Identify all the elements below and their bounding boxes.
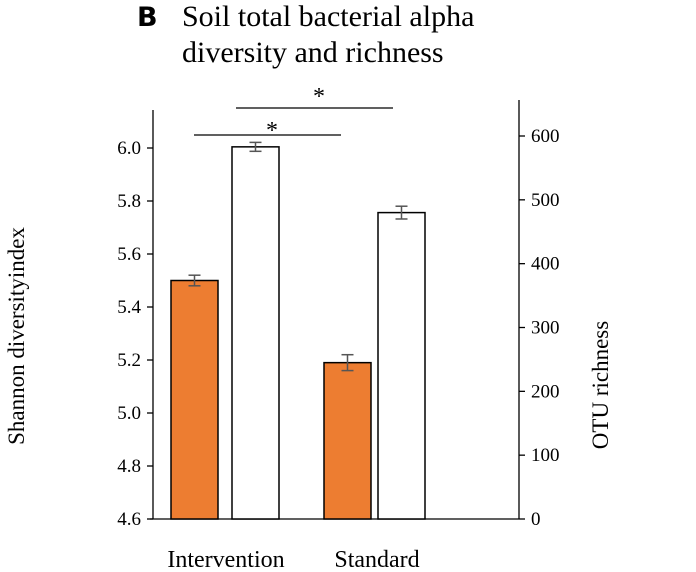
significance-star-shannon: * — [266, 118, 278, 144]
bar-otu-standard — [377, 211, 426, 520]
y-right-tick-label: 400 — [531, 254, 560, 275]
y-right-tick-label: 200 — [531, 381, 560, 402]
y-left-tick-label: 4.8 — [117, 456, 141, 477]
y-left-tick-label: 5.0 — [117, 403, 141, 424]
y-left-tick-label: 6.0 — [117, 138, 141, 159]
chart-title-line-1: Soil total bacterial alpha — [182, 0, 474, 33]
bar-otu-intervention — [231, 146, 280, 520]
category-label-standard: Standard — [334, 547, 419, 572]
y-left-tick-label: 5.4 — [117, 297, 141, 318]
y-left-tick-label: 4.6 — [117, 509, 141, 530]
bar-shannon-intervention — [170, 279, 219, 520]
y-right-tick-label: 500 — [531, 190, 560, 211]
panel-letter: B — [137, 2, 158, 33]
y-left-axis-label: Shannon diversityindex — [4, 227, 29, 445]
y-right-ticks: 0 100 200 300 400 500 600 — [519, 126, 560, 530]
bars — [170, 141, 426, 520]
y-right-axis-label: OTU richness — [588, 321, 613, 449]
y-left-tick-label: 5.2 — [117, 350, 141, 371]
chart-title-line-2: diversity and richness — [182, 36, 444, 69]
y-right-tick-label: 300 — [531, 318, 560, 339]
y-right-tick-label: 100 — [531, 445, 560, 466]
y-left-ticks: 4.6 4.8 5.0 5.2 5.4 5.6 5.8 6.0 — [117, 138, 153, 530]
y-right-tick-label: 600 — [531, 126, 560, 147]
y-right-tick-label: 0 — [531, 509, 541, 530]
bar-shannon-standard — [323, 361, 372, 520]
y-left-tick-label: 5.6 — [117, 244, 141, 265]
category-label-intervention: Intervention — [167, 547, 284, 572]
y-left-tick-label: 5.8 — [117, 191, 141, 212]
significance-star-otu: * — [313, 84, 325, 110]
